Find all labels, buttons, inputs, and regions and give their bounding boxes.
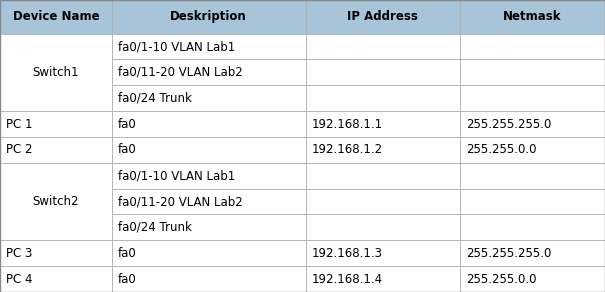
- Bar: [460, 85, 605, 111]
- Bar: [112, 85, 306, 111]
- Bar: [112, 34, 306, 60]
- Text: PC 4: PC 4: [6, 272, 33, 286]
- Bar: [306, 163, 460, 189]
- Text: 255.255.255.0: 255.255.255.0: [466, 117, 551, 131]
- Text: fa0/1-10 VLAN Lab1: fa0/1-10 VLAN Lab1: [118, 169, 235, 182]
- Text: IP Address: IP Address: [347, 10, 418, 23]
- Text: Switch1: Switch1: [33, 66, 79, 79]
- Bar: [460, 214, 605, 240]
- Bar: [306, 111, 460, 137]
- Text: fa0/24 Trunk: fa0/24 Trunk: [118, 221, 192, 234]
- Bar: [306, 85, 460, 111]
- Bar: [112, 111, 306, 137]
- Text: fa0/11-20 VLAN Lab2: fa0/11-20 VLAN Lab2: [118, 195, 243, 208]
- Bar: [460, 34, 605, 60]
- Bar: [112, 240, 306, 266]
- Bar: [306, 0, 460, 34]
- Text: PC 1: PC 1: [6, 117, 33, 131]
- Bar: [0, 240, 112, 266]
- Text: Device Name: Device Name: [13, 10, 99, 23]
- Text: 255.255.0.0: 255.255.0.0: [466, 143, 537, 157]
- Text: fa0/11-20 VLAN Lab2: fa0/11-20 VLAN Lab2: [118, 66, 243, 79]
- Bar: [306, 60, 460, 85]
- Text: fa0: fa0: [118, 117, 137, 131]
- Bar: [460, 266, 605, 292]
- Bar: [460, 111, 605, 137]
- Bar: [460, 60, 605, 85]
- Bar: [0, 111, 112, 137]
- Bar: [306, 137, 460, 163]
- Text: 192.168.1.1: 192.168.1.1: [312, 117, 383, 131]
- Text: PC 3: PC 3: [6, 247, 33, 260]
- Bar: [0, 266, 112, 292]
- Bar: [112, 266, 306, 292]
- Bar: [112, 137, 306, 163]
- Text: fa0: fa0: [118, 143, 137, 157]
- Text: Deskription: Deskription: [171, 10, 247, 23]
- Bar: [0, 163, 112, 240]
- Text: 192.168.1.4: 192.168.1.4: [312, 272, 383, 286]
- Bar: [460, 189, 605, 214]
- Bar: [0, 0, 112, 34]
- Text: 255.255.255.0: 255.255.255.0: [466, 247, 551, 260]
- Bar: [460, 240, 605, 266]
- Bar: [0, 137, 112, 163]
- Bar: [112, 0, 306, 34]
- Text: PC 2: PC 2: [6, 143, 33, 157]
- Bar: [306, 266, 460, 292]
- Text: fa0/24 Trunk: fa0/24 Trunk: [118, 92, 192, 105]
- Bar: [112, 214, 306, 240]
- Text: Switch2: Switch2: [33, 195, 79, 208]
- Bar: [112, 189, 306, 214]
- Bar: [306, 189, 460, 214]
- Text: fa0: fa0: [118, 272, 137, 286]
- Text: fa0/1-10 VLAN Lab1: fa0/1-10 VLAN Lab1: [118, 40, 235, 53]
- Bar: [306, 34, 460, 60]
- Bar: [112, 60, 306, 85]
- Bar: [460, 0, 605, 34]
- Text: 192.168.1.2: 192.168.1.2: [312, 143, 383, 157]
- Text: Netmask: Netmask: [503, 10, 561, 23]
- Text: 255.255.0.0: 255.255.0.0: [466, 272, 537, 286]
- Bar: [306, 240, 460, 266]
- Bar: [460, 137, 605, 163]
- Bar: [0, 34, 112, 111]
- Text: 192.168.1.3: 192.168.1.3: [312, 247, 382, 260]
- Text: fa0: fa0: [118, 247, 137, 260]
- Bar: [112, 163, 306, 189]
- Bar: [306, 214, 460, 240]
- Bar: [460, 163, 605, 189]
